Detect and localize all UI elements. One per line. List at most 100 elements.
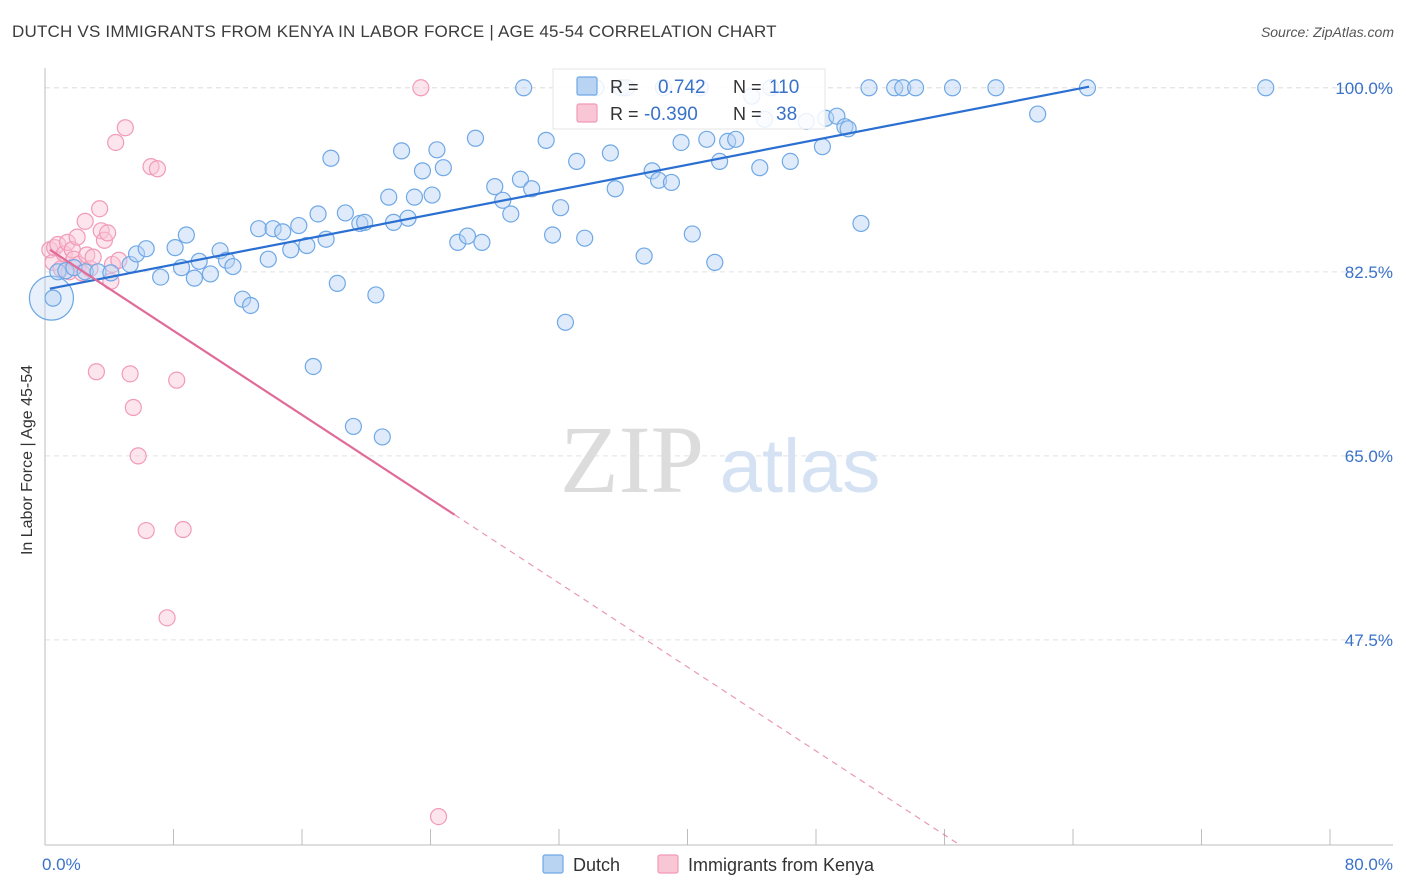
kenya-n-label: N = [733,104,762,124]
dutch-point [552,199,570,217]
dutch-point [298,236,316,255]
kenya-point [87,363,106,381]
trend-lines [49,85,1090,846]
dutch-point [706,253,724,271]
kenya-point [148,160,167,178]
kenya-point [84,248,102,266]
dutch-point [217,251,236,269]
source-note: Source: ZipAtlas.com [1260,24,1394,40]
kenya-point [174,520,192,539]
dutch-point [1029,105,1047,123]
dutch-point [137,240,155,258]
kenya-point [429,808,448,826]
axes [44,68,1393,846]
kenya-stats-swatch [576,103,598,123]
dutch-point [380,188,398,206]
dutch-point [282,241,300,259]
dutch-point [166,239,184,257]
dutch-point [290,216,308,235]
dutch-point [515,79,533,97]
legend-swatch-dutch [542,854,564,874]
dutch-point [466,129,485,147]
kenya-n-value: 38 [776,104,797,125]
kenya-r-label: R = [610,104,639,124]
kenya-point [78,246,96,264]
dutch-point [698,130,716,148]
dutch-point [751,159,769,177]
dutch-point [502,205,520,223]
dutch-point [336,204,354,222]
kenya-point [116,119,134,137]
x-tick-label: 80.0% [1345,855,1393,874]
dutch-point [852,214,870,233]
x-tick-label: 0.0% [42,855,81,874]
dutch-point [449,233,467,251]
y-tick-label: 65.0% [1345,447,1393,466]
dutch-point [556,313,575,331]
dutch-point [152,268,170,286]
dutch-point [434,159,452,177]
dutch-point [662,173,681,192]
dutch-point [127,245,146,263]
kenya-point [158,609,176,627]
dutch-points [28,79,1275,446]
dutch-point [44,289,62,307]
dutch-point [201,265,220,283]
dutch-point [405,188,424,206]
chart-title: DUTCH VS IMMIGRANTS FROM KENYA IN LABOR … [12,22,777,41]
dutch-point [568,152,586,170]
kenya-point [168,371,186,389]
dutch-point [322,149,340,167]
kenya-r-value: -0.390 [644,104,698,125]
kenya-point [76,212,94,230]
watermark: ZIP atlas [560,406,880,513]
dutch-point [537,131,555,149]
series-legend: Dutch Immigrants from Kenya [542,854,875,875]
dutch-point [259,250,277,268]
kenya-point [121,365,139,383]
kenya-points [41,79,448,826]
dutch-point [367,286,385,304]
legend-label-kenya: Immigrants from Kenya [688,855,875,875]
dutch-point [711,152,729,170]
kenya-point [46,239,64,257]
y-tick-label: 100.0% [1335,79,1393,98]
dutch-point [649,171,668,189]
dutch-point [344,417,362,436]
kenya-point [68,228,86,246]
legend-swatch-kenya [657,854,679,874]
dutch-trend-line [49,85,1090,290]
dutch-point [601,144,620,162]
kenya-trend-line [49,248,456,516]
dutch-point [727,130,745,148]
y-tick-label: 82.5% [1345,263,1393,282]
dutch-r-label: R = [610,77,639,97]
dutch-point [635,247,653,265]
dutch-point [423,186,441,204]
kenya-point [142,158,160,176]
dutch-point [672,133,690,152]
dutch-point [304,357,322,376]
gridlines [45,87,1395,641]
dutch-point [185,269,203,287]
dutch-point [943,79,962,97]
watermark-zip: ZIP [560,406,704,513]
dutch-r-value: 0.742 [658,77,706,98]
legend-label-dutch: Dutch [573,855,620,875]
dutch-point [894,79,912,97]
dutch-point [177,226,195,244]
watermark-atlas: atlas [720,424,881,509]
kenya-point [124,398,142,417]
dutch-point [781,152,799,170]
dutch-point [906,79,925,97]
dutch-n-value: 110 [769,77,799,98]
dutch-point [523,180,541,198]
dutch-point [1257,79,1275,97]
dutch-point [473,233,491,251]
kenya-point [99,224,117,242]
dutch-point [606,180,624,198]
dutch-point [576,229,594,247]
kenya-point [137,521,155,540]
dutch-point [250,220,268,238]
